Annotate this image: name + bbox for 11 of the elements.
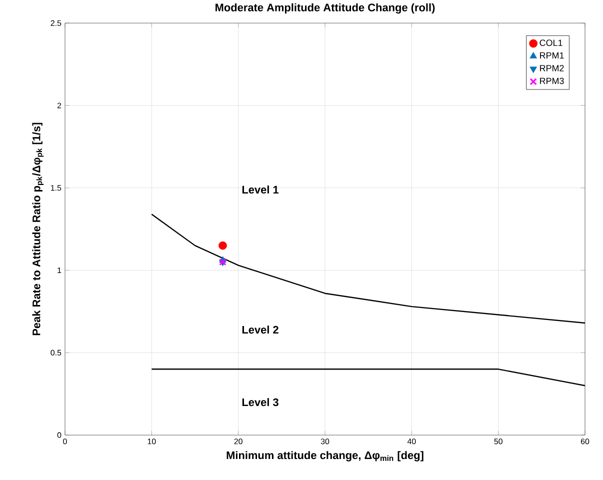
annotation: Level 3 bbox=[242, 398, 278, 406]
legend-label: RPM1 bbox=[540, 52, 564, 58]
chart-title: Moderate Amplitude Attitude Change (roll) bbox=[216, 3, 435, 14]
legend-label: RPM2 bbox=[540, 64, 564, 72]
y-axis-title: Peak Rate to Attitude Ratio p$_{pk}$/Δφ$_{pk}$ [1/s] bbox=[32, 122, 44, 336]
x-axis-title: Minimum attitude change, Δφ$_{min}$ [deg] bbox=[226, 451, 424, 462]
line-series bbox=[151, 214, 585, 324]
annotation: Level 1 bbox=[242, 185, 279, 194]
annotation: Level 2 bbox=[242, 326, 278, 334]
legend-label: COL1 bbox=[540, 40, 562, 46]
legend-label: RPM3 bbox=[540, 78, 564, 84]
